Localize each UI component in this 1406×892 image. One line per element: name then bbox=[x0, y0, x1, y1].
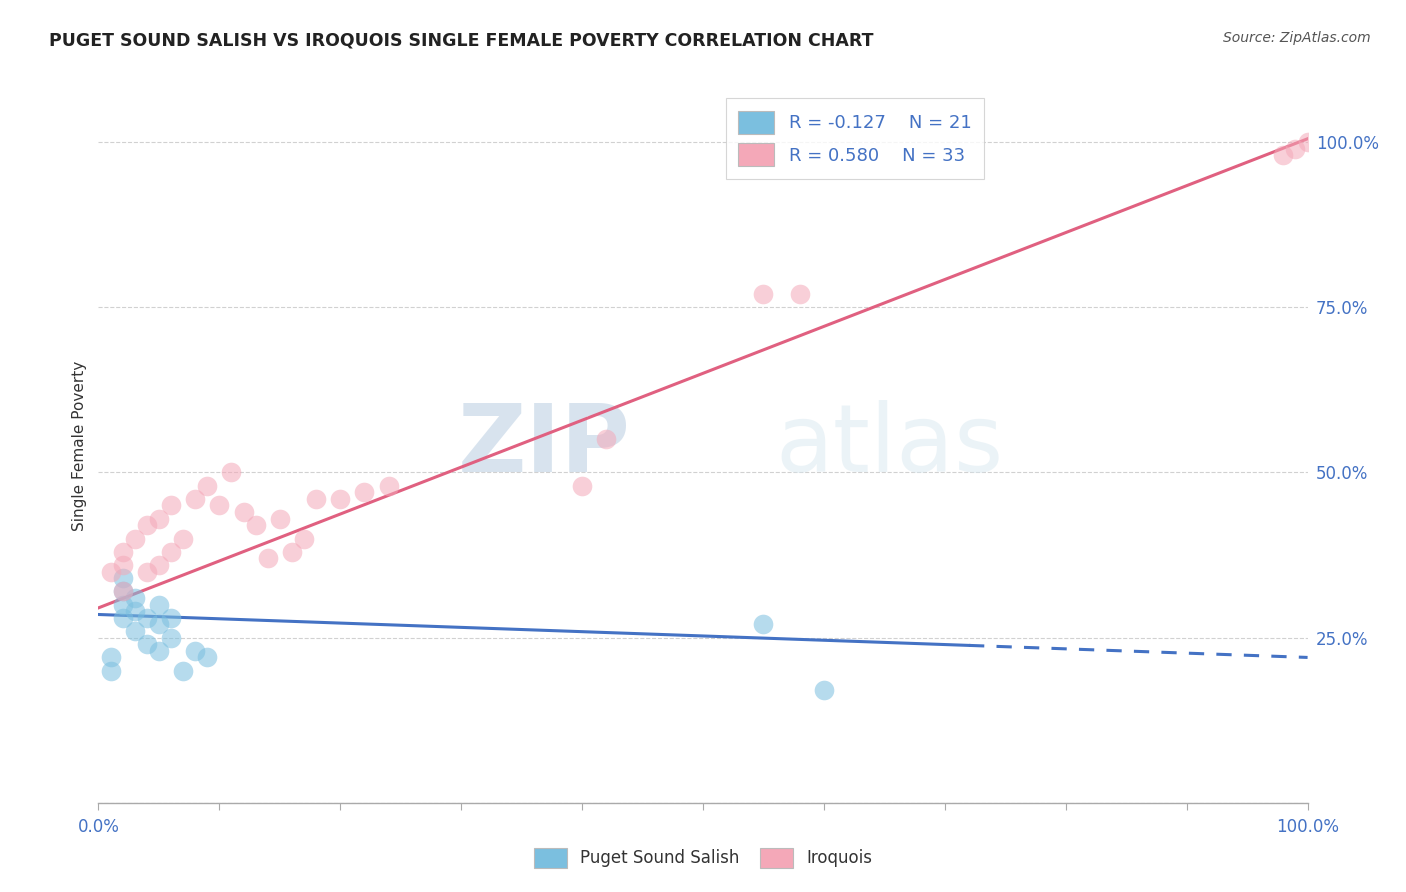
Point bbox=[172, 532, 194, 546]
Point bbox=[135, 565, 157, 579]
Y-axis label: Single Female Poverty: Single Female Poverty bbox=[72, 361, 87, 531]
Point bbox=[752, 287, 775, 301]
Point bbox=[377, 478, 399, 492]
Point bbox=[184, 644, 207, 658]
Point bbox=[353, 485, 375, 500]
Point bbox=[148, 644, 170, 658]
Point bbox=[148, 617, 170, 632]
Text: Source: ZipAtlas.com: Source: ZipAtlas.com bbox=[1223, 31, 1371, 45]
Point bbox=[789, 287, 811, 301]
Point bbox=[305, 491, 328, 506]
Point bbox=[135, 611, 157, 625]
Point bbox=[160, 499, 183, 513]
Legend: Puget Sound Salish, Iroquois: Puget Sound Salish, Iroquois bbox=[527, 841, 879, 875]
Point bbox=[148, 511, 170, 525]
Point bbox=[100, 565, 122, 579]
Point bbox=[221, 466, 243, 480]
Point bbox=[292, 532, 315, 546]
Point bbox=[124, 604, 146, 618]
Point bbox=[111, 584, 134, 599]
Point bbox=[148, 598, 170, 612]
Point bbox=[124, 532, 146, 546]
Point bbox=[1272, 148, 1295, 162]
Point bbox=[208, 499, 231, 513]
Point bbox=[172, 664, 194, 678]
Point bbox=[100, 650, 122, 665]
Point bbox=[111, 571, 134, 585]
Legend: R = -0.127    N = 21, R = 0.580    N = 33: R = -0.127 N = 21, R = 0.580 N = 33 bbox=[725, 98, 984, 179]
Point bbox=[571, 478, 593, 492]
Point bbox=[195, 650, 218, 665]
Point bbox=[595, 433, 617, 447]
Point bbox=[135, 637, 157, 651]
Point bbox=[269, 511, 291, 525]
Point bbox=[160, 631, 183, 645]
Point bbox=[184, 491, 207, 506]
Point bbox=[813, 683, 835, 698]
Point bbox=[124, 624, 146, 638]
Point bbox=[111, 545, 134, 559]
Text: ZIP: ZIP bbox=[457, 400, 630, 492]
Point bbox=[135, 518, 157, 533]
Point bbox=[1296, 135, 1319, 149]
Point bbox=[111, 598, 134, 612]
Point bbox=[232, 505, 254, 519]
Point bbox=[160, 545, 183, 559]
Point bbox=[256, 551, 278, 566]
Point bbox=[124, 591, 146, 605]
Point bbox=[111, 611, 134, 625]
Point bbox=[160, 611, 183, 625]
Point bbox=[195, 478, 218, 492]
Point bbox=[100, 664, 122, 678]
Point bbox=[1284, 142, 1306, 156]
Point bbox=[111, 558, 134, 572]
Point bbox=[281, 545, 304, 559]
Text: atlas: atlas bbox=[776, 400, 1004, 492]
Point bbox=[148, 558, 170, 572]
Text: PUGET SOUND SALISH VS IROQUOIS SINGLE FEMALE POVERTY CORRELATION CHART: PUGET SOUND SALISH VS IROQUOIS SINGLE FE… bbox=[49, 31, 873, 49]
Point bbox=[752, 617, 775, 632]
Point bbox=[245, 518, 267, 533]
Point bbox=[111, 584, 134, 599]
Point bbox=[329, 491, 352, 506]
